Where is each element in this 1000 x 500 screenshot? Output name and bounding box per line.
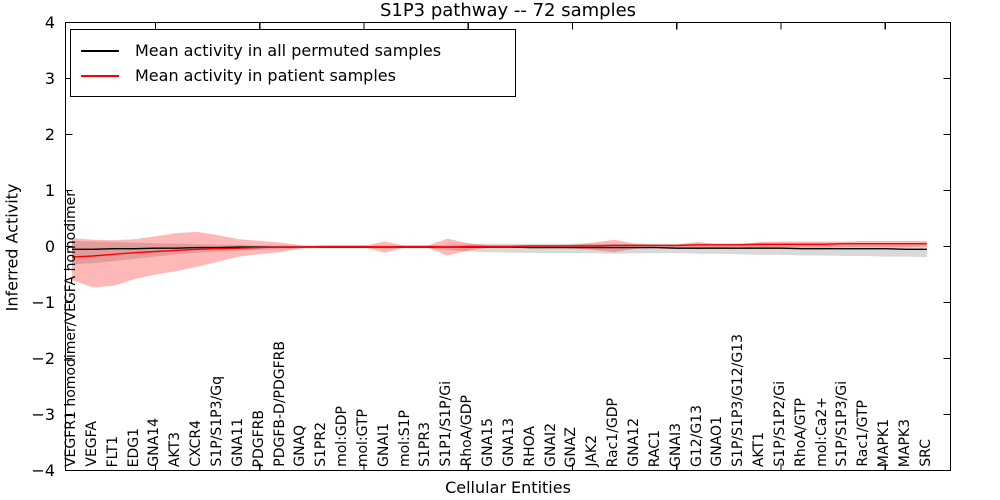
legend-entry: Mean activity in patient samples xyxy=(81,63,505,88)
legend-line-swatch xyxy=(81,49,119,52)
x-category-label: FLT1 xyxy=(104,435,121,467)
x-category-label: EDG1 xyxy=(125,427,142,467)
legend-label: Mean activity in all permuted samples xyxy=(135,41,442,60)
x-category-label: PDGFB-D/PDGFRB xyxy=(271,341,288,467)
x-category-label: MAPK1 xyxy=(876,418,893,467)
x-category-label: G12/G13 xyxy=(688,404,705,467)
x-category-label: S1PR2 xyxy=(313,422,330,467)
y-tick-label: −3 xyxy=(31,404,55,424)
x-category-label: RhoA/GDP xyxy=(459,395,476,467)
x-category-label: mol:Ca2+ xyxy=(813,397,830,467)
x-category-label: Rac1/GTP xyxy=(855,400,872,467)
x-category-label: mol:GDP xyxy=(334,406,351,467)
legend: Mean activity in all permuted samples Mea… xyxy=(70,29,516,97)
legend-label: Mean activity in patient samples xyxy=(135,66,396,85)
y-tick-label: −4 xyxy=(31,460,55,480)
legend-line-swatch xyxy=(81,74,119,77)
x-category-label: VEGFA xyxy=(83,421,100,467)
x-category-label: AKT1 xyxy=(751,431,768,467)
x-category-label: GNA14 xyxy=(146,418,163,467)
mean-line xyxy=(71,242,927,258)
x-category-label: S1PR3 xyxy=(417,422,434,467)
x-category-label: mol:GTP xyxy=(354,408,371,467)
confidence-band xyxy=(72,231,927,288)
x-category-label: S1P1/S1P/Gi xyxy=(438,381,455,467)
x-category-label: GNA12 xyxy=(625,418,642,467)
x-axis-label: Cellular Entities xyxy=(445,478,571,497)
x-category-label: SRC xyxy=(917,439,934,467)
y-tick-label: −2 xyxy=(31,348,55,368)
x-category-label: MAPK3 xyxy=(897,418,913,467)
x-category-label: RHOA xyxy=(521,426,538,467)
y-tick-label: 3 xyxy=(44,68,55,88)
x-category-label: S1P/S1P3/Gi xyxy=(834,381,851,467)
x-category-label: GNAQ xyxy=(292,425,309,467)
x-category-label: GNAZ xyxy=(563,426,580,468)
x-category-label: GNAI2 xyxy=(542,423,559,467)
x-category-label: GNAO1 xyxy=(709,416,726,467)
x-category-label: S1P/S1P2/Gi xyxy=(771,381,788,467)
x-category-label: JAK2 xyxy=(584,435,601,467)
x-category-label: GNA15 xyxy=(480,418,496,467)
x-category-label: GNAI1 xyxy=(375,423,392,467)
x-category-label: RAC1 xyxy=(646,429,663,467)
x-category-label: VEGFR1 homodimer/VEGFA homodimer xyxy=(63,190,79,467)
x-category-label: Rac1/GDP xyxy=(605,397,622,467)
y-tick-label: 2 xyxy=(44,124,55,144)
x-category-label: RhoA/GTP xyxy=(792,398,809,467)
x-category-label: PDGFRB xyxy=(250,409,267,467)
y-tick-label: 1 xyxy=(44,180,55,200)
y-axis-label: Inferred Activity xyxy=(2,183,22,312)
y-tick-label: 4 xyxy=(44,12,55,32)
x-category-label: GNA11 xyxy=(229,418,246,467)
x-category-label: S1P/S1P3/Gq xyxy=(208,376,225,467)
x-category-label: S1P/S1P3/G12/G13 xyxy=(730,334,747,467)
x-category-label: CXCR4 xyxy=(188,420,205,467)
legend-entry: Mean activity in all permuted samples xyxy=(81,38,505,63)
x-category-label: GNA13 xyxy=(500,418,517,467)
x-category-label: AKT3 xyxy=(167,431,184,467)
x-category-label: mol:S1P xyxy=(396,409,413,467)
y-tick-label: 0 xyxy=(44,236,55,256)
y-tick-label: −1 xyxy=(31,292,55,312)
x-category-label: GNAI3 xyxy=(667,423,684,467)
chart-title: S1P3 pathway -- 72 samples xyxy=(379,0,637,21)
